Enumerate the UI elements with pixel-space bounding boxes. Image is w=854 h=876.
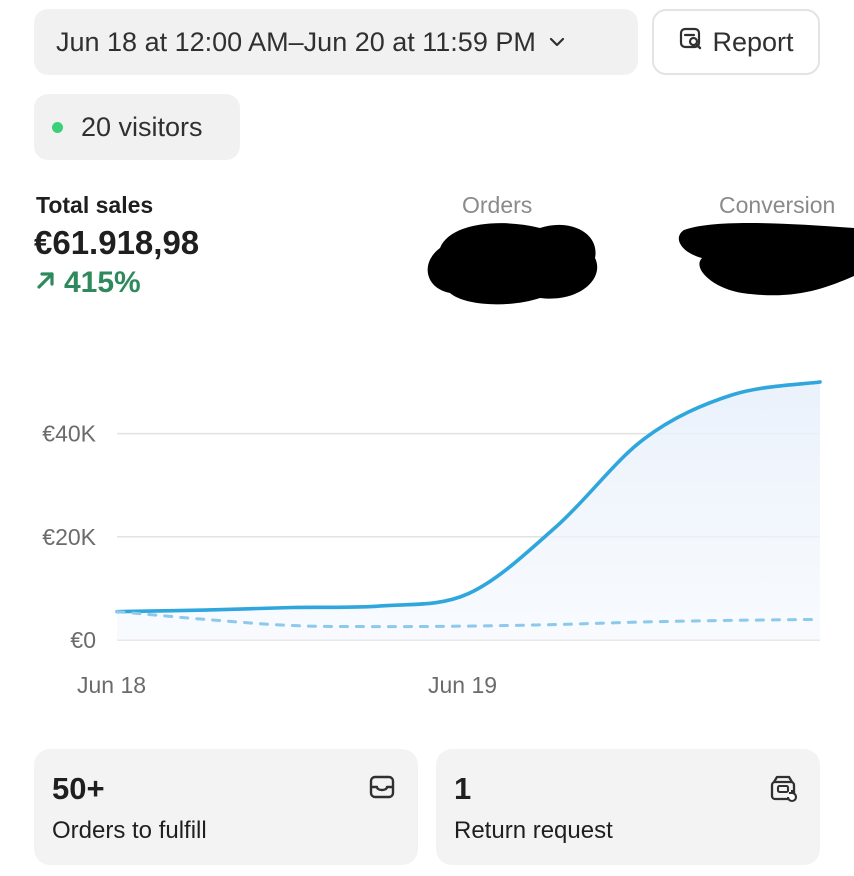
current-series-line xyxy=(115,380,822,614)
return-request-card[interactable]: 1 Return request xyxy=(436,749,820,865)
return-request-count: 1 xyxy=(454,771,472,806)
chevron-down-icon xyxy=(548,36,566,48)
orders-to-fulfill-label: Orders to fulfill xyxy=(52,817,207,844)
date-range-label: Jun 18 at 12:00 AM–Jun 20 at 11:59 PM xyxy=(56,26,536,57)
total-sales-change-value: 415% xyxy=(64,266,141,299)
x-tick-label: Jun 19 xyxy=(428,672,497,698)
inbox-icon xyxy=(368,773,396,806)
conversion-label[interactable]: Conversion xyxy=(719,192,836,218)
date-range-selector[interactable]: Jun 18 at 12:00 AM–Jun 20 at 11:59 PM xyxy=(34,9,638,75)
total-sales-value: €61.918,98 xyxy=(34,224,200,261)
comparison-series-line xyxy=(115,610,822,629)
sales-line-chart[interactable]: €0 €20K €40K Jun 18 Jun 19 xyxy=(0,360,854,710)
y-tick-label: €40K xyxy=(42,421,96,447)
report-icon xyxy=(678,26,704,59)
report-label: Report xyxy=(712,26,794,57)
live-status-dot xyxy=(52,121,63,133)
y-tick-label: €0 xyxy=(70,627,96,653)
orders-value-redaction xyxy=(427,223,598,305)
total-sales-label[interactable]: Total sales xyxy=(36,192,154,218)
orders-to-fulfill-card[interactable]: 50+ Orders to fulfill xyxy=(34,749,418,865)
return-request-label: Return request xyxy=(454,817,613,844)
live-visitors-badge[interactable]: 20 visitors xyxy=(34,94,240,160)
conversion-value-redaction xyxy=(678,223,854,296)
orders-label[interactable]: Orders xyxy=(462,192,533,218)
arrow-up-right-icon xyxy=(34,266,58,300)
chart-y-axis: €0 €20K €40K xyxy=(42,421,96,653)
orders-to-fulfill-count: 50+ xyxy=(52,771,105,806)
chart-x-axis: Jun 18 Jun 19 xyxy=(77,672,497,698)
chart-area-fill xyxy=(117,382,820,640)
visitors-label: 20 visitors xyxy=(81,111,203,142)
report-button[interactable]: Report xyxy=(652,9,820,75)
total-sales-change: 415% xyxy=(34,266,141,300)
chart-series xyxy=(115,380,822,629)
x-tick-label: Jun 18 xyxy=(77,672,146,698)
y-tick-label: €20K xyxy=(42,524,96,550)
return-box-icon xyxy=(768,773,798,808)
